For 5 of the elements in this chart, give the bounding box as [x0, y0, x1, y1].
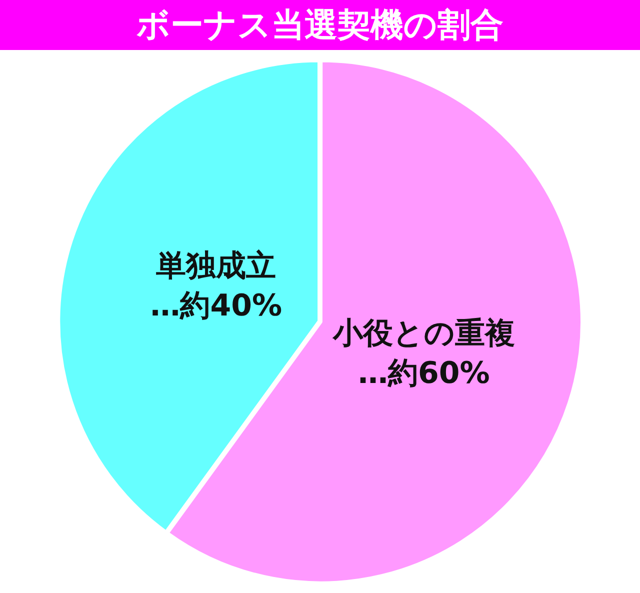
slice-label: 小役との重複 — [332, 316, 515, 352]
data-label: …約40% — [150, 288, 282, 324]
chart-title: ボーナス当選契機の割合 — [0, 0, 640, 50]
slice-label: 単独成立 — [156, 248, 276, 284]
data-label: …約60% — [358, 356, 490, 392]
